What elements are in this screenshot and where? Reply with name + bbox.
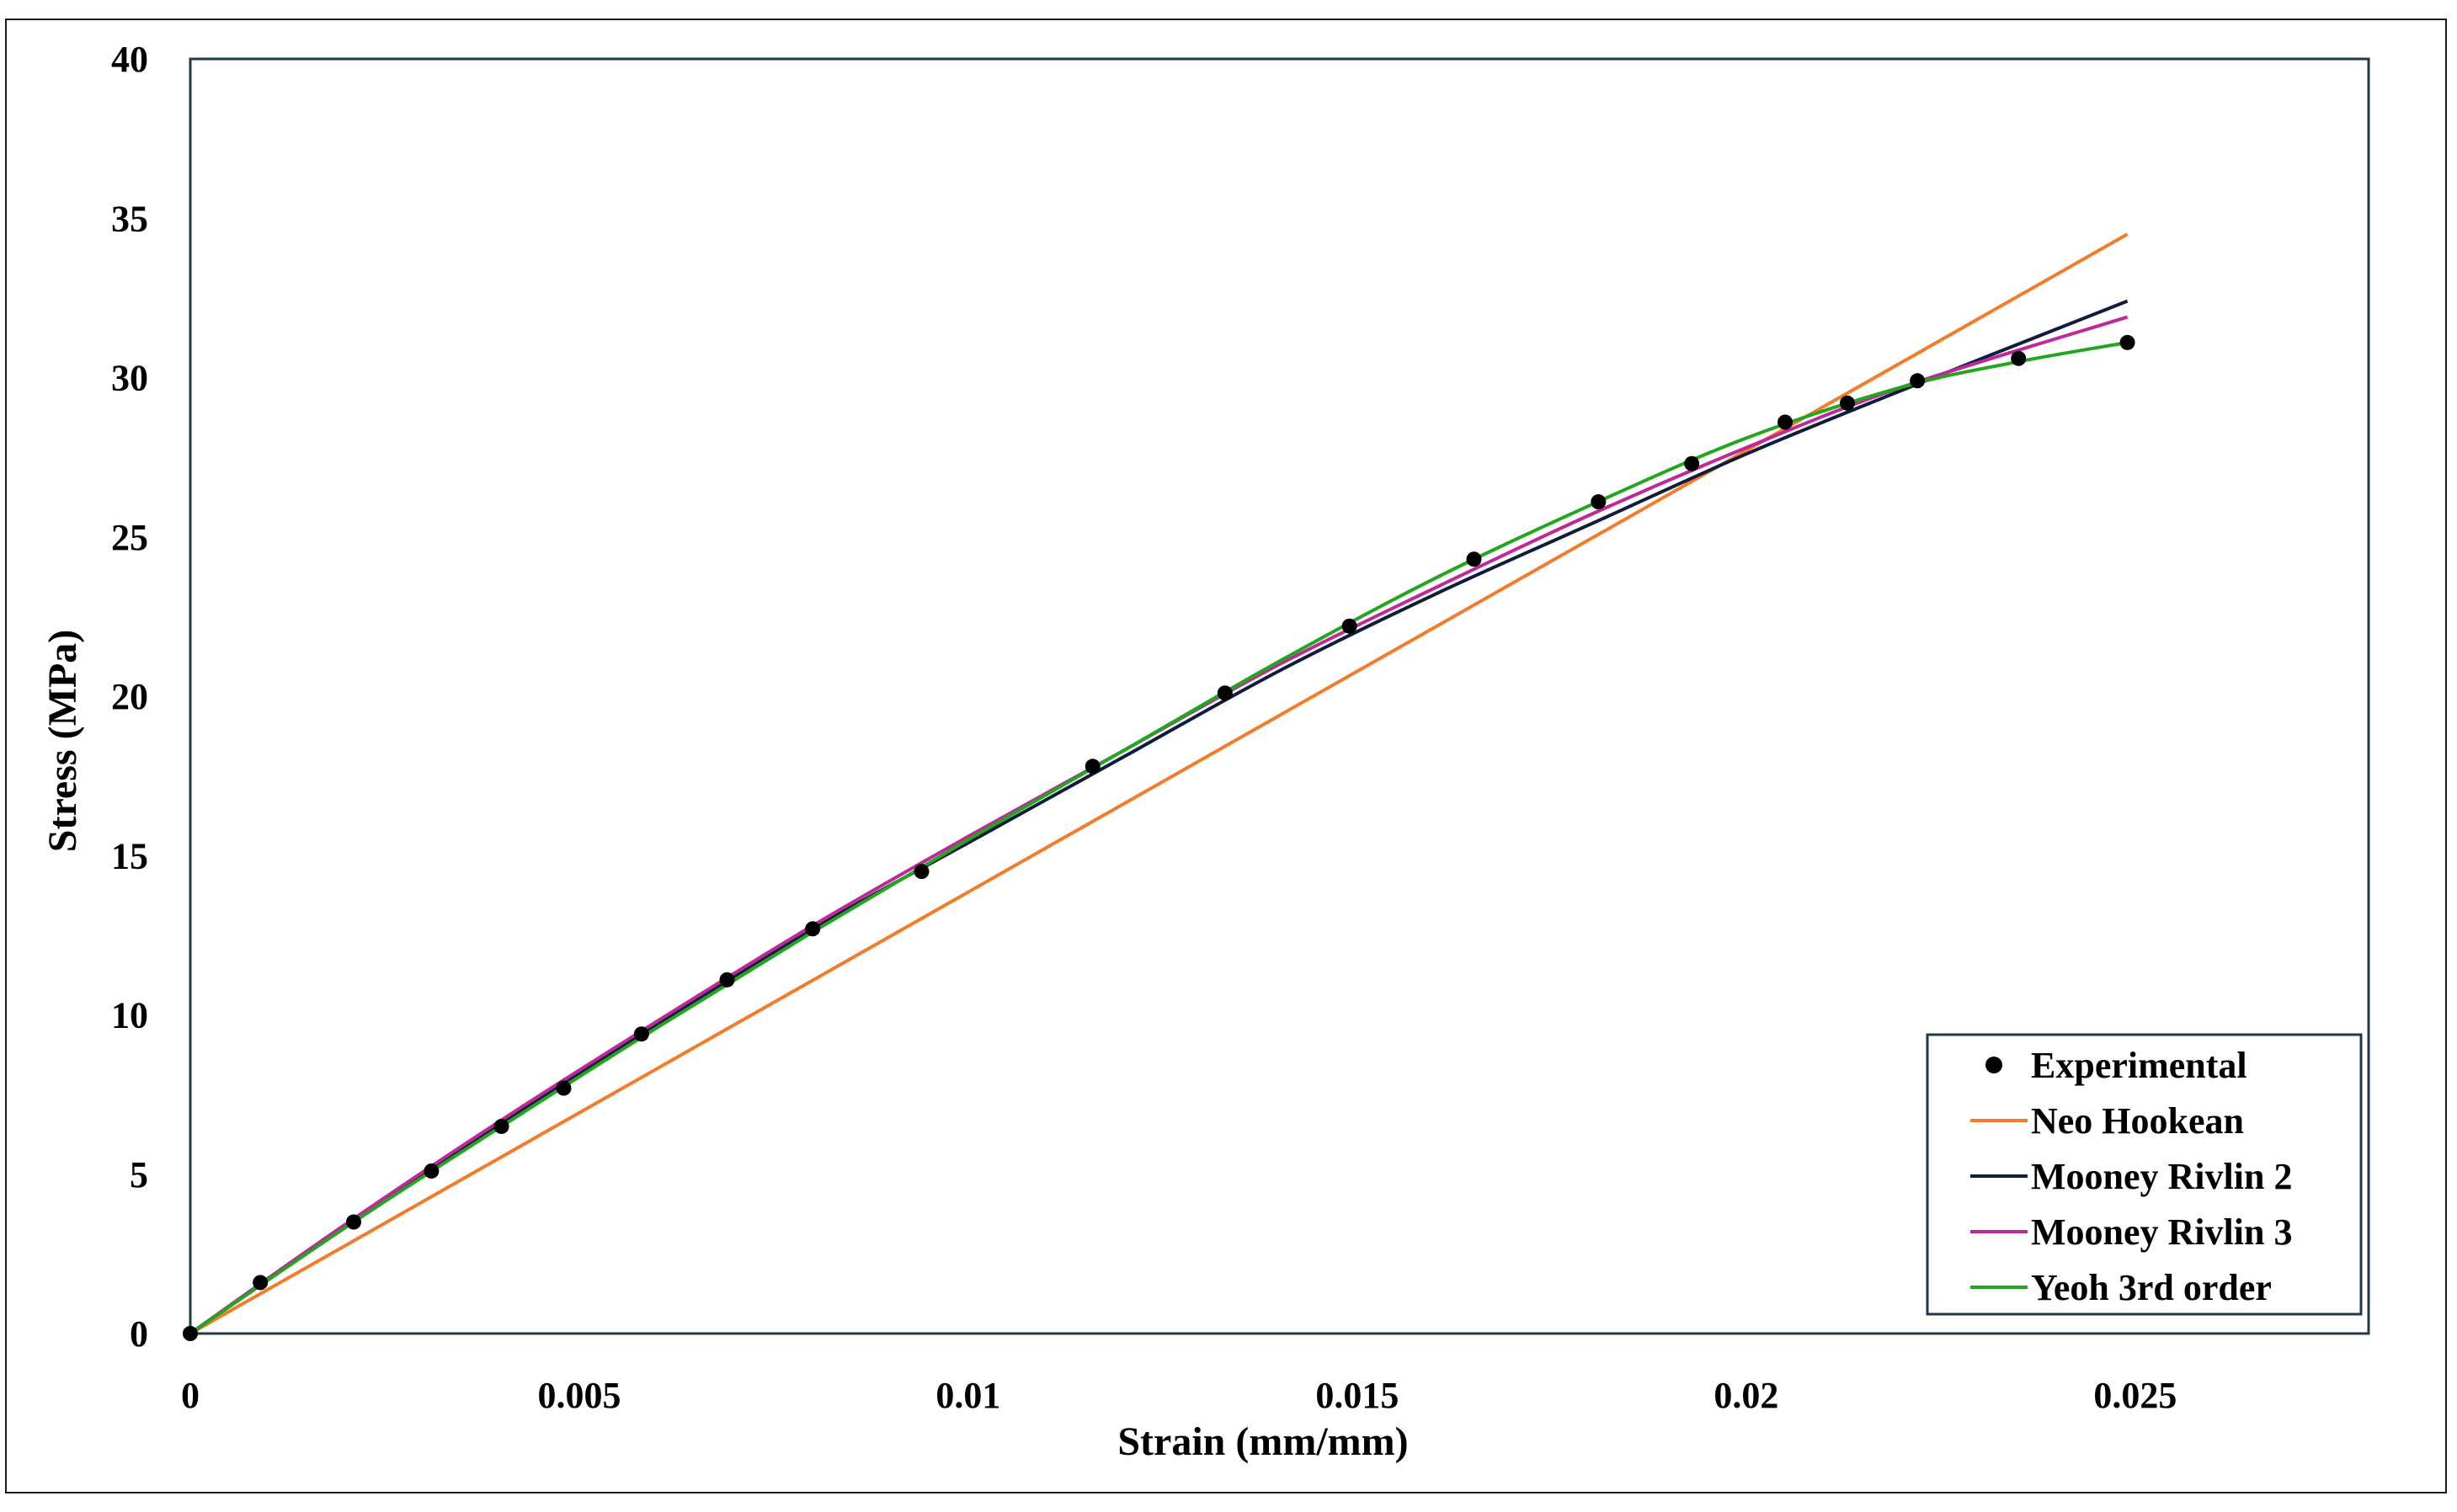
y-tick-label: 15: [111, 835, 148, 876]
data-point: [719, 972, 735, 988]
data-point: [1591, 494, 1607, 510]
data-point: [805, 921, 821, 937]
y-tick-label: 30: [111, 358, 148, 399]
legend-label-experimental: Experimental: [2031, 1045, 2247, 1086]
y-axis-label: Stress (MPa): [40, 630, 85, 852]
data-point: [1341, 618, 1357, 634]
series-line-mooney-rivlin-2: [189, 299, 2129, 1335]
y-tick-label: 5: [130, 1154, 148, 1195]
data-point: [1684, 455, 1700, 471]
data-point: [183, 1326, 198, 1341]
data-point: [556, 1080, 572, 1096]
x-tick-label: 0.005: [537, 1375, 621, 1416]
y-axis-ticks: 0 5 10 15 20 25 30 35 40: [111, 39, 148, 1355]
data-point: [424, 1163, 440, 1179]
series-line-neo-hookean: [189, 232, 2129, 1335]
x-axis-label: Strain (mm/mm): [1117, 1419, 1408, 1464]
data-point: [493, 1118, 509, 1134]
y-tick-label: 40: [111, 39, 148, 80]
data-point: [1910, 373, 1926, 389]
data-point: [346, 1214, 362, 1230]
data-point: [1466, 551, 1482, 567]
data-point: [633, 1026, 649, 1042]
data-point: [1217, 685, 1233, 701]
x-tick-label: 0.015: [1315, 1375, 1399, 1416]
series-line-yeoh-3rd-order: [189, 340, 2128, 1335]
y-tick-label: 20: [111, 676, 148, 717]
legend-label-neo-hookean: Neo Hookean: [2031, 1100, 2244, 1142]
legend: Experimental Neo Hookean Mooney Rivlin 2 Mo…: [1926, 1033, 2363, 1316]
data-point: [914, 864, 930, 880]
x-axis-ticks: 0 0.005 0.01 0.015 0.02 0.025: [181, 1375, 2177, 1416]
y-tick-label: 25: [111, 517, 148, 558]
x-tick-label: 0.025: [2093, 1375, 2177, 1416]
legend-label-mooney-rivlin-2: Mooney Rivlin 2: [2031, 1156, 2292, 1197]
legend-label-mooney-rivlin-3: Mooney Rivlin 3: [2031, 1211, 2292, 1253]
plot-area: [189, 57, 2370, 1335]
x-tick-label: 0.01: [935, 1375, 1000, 1416]
legend-marker-experimental: [1985, 1057, 2002, 1073]
series-line-mooney-rivlin-3: [189, 315, 2129, 1335]
data-point: [1777, 414, 1793, 430]
data-point: [2119, 334, 2135, 350]
y-tick-label: 35: [111, 198, 148, 239]
legend-label-yeoh-3rd-order: Yeoh 3rd order: [2031, 1267, 2272, 1308]
data-point: [2011, 350, 2027, 366]
data-point: [253, 1275, 269, 1291]
y-tick-label: 10: [111, 995, 148, 1036]
data-point: [1085, 759, 1101, 775]
x-tick-label: 0.02: [1714, 1375, 1778, 1416]
data-point: [1839, 395, 1855, 411]
series-layer: [183, 232, 2135, 1341]
y-tick-label: 0: [130, 1313, 148, 1355]
x-tick-label: 0: [181, 1375, 200, 1416]
